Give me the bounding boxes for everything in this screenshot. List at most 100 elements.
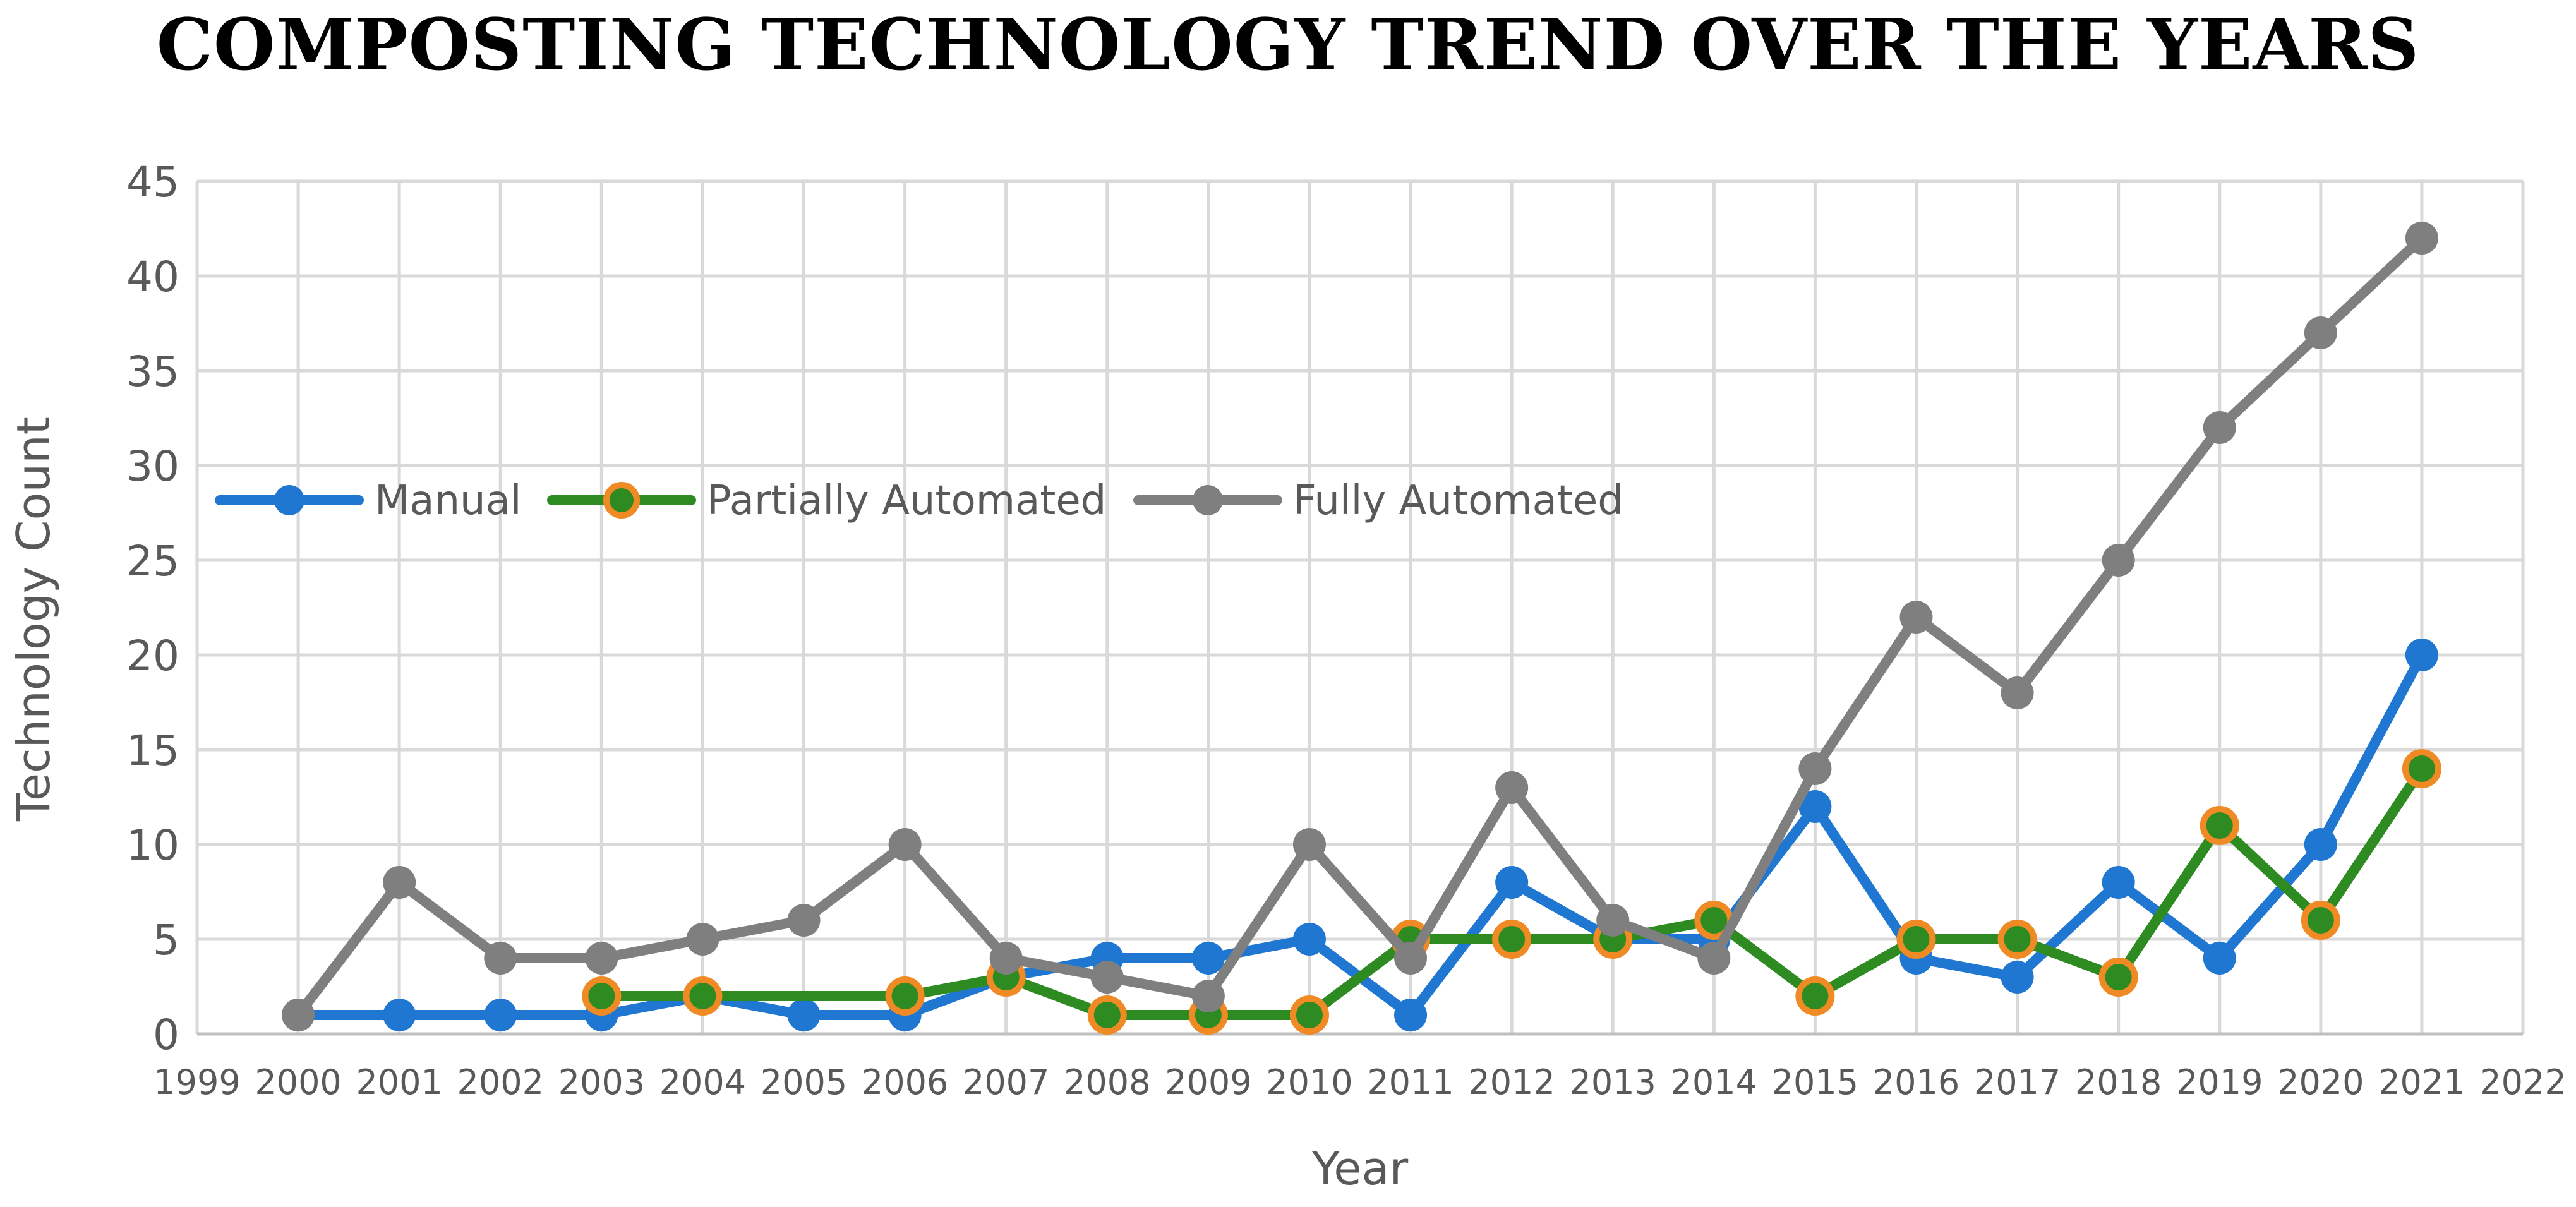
y-tick-label: 5: [153, 916, 179, 964]
x-axis-label: Year: [1311, 1142, 1409, 1195]
data-point: [1697, 942, 1731, 975]
x-tick-label: 2004: [659, 1062, 746, 1102]
y-tick-label: 15: [126, 726, 179, 775]
legend-item-manual: Manual: [215, 477, 522, 524]
data-point: [1090, 961, 1124, 994]
data-point: [1492, 920, 1532, 959]
legend-item-partially-automated: Partially Automated: [547, 477, 1106, 524]
x-tick-label: 2013: [1569, 1062, 1656, 1102]
y-tick-labels: 0 5 10 15 20 25 30 35 40 45: [126, 158, 179, 1059]
x-tick-label: 1999: [153, 1062, 240, 1102]
data-point: [787, 904, 821, 937]
x-tick-label: 2011: [1367, 1062, 1454, 1102]
x-tick-label: 2002: [457, 1062, 544, 1102]
x-tick-label: 2001: [356, 1062, 442, 1102]
data-point: [989, 942, 1023, 975]
x-tick-label: 2020: [2277, 1062, 2364, 1102]
x-tick-label: 2022: [2479, 1062, 2566, 1102]
x-tick-label: 2009: [1165, 1062, 1251, 1102]
data-point: [582, 976, 622, 1016]
y-tick-label: 10: [126, 821, 179, 870]
x-tick-labels: 1999 2000 2001 2002 2003 2004 2005 2006 2007 2008…: [153, 1062, 2566, 1102]
data-point: [1292, 923, 1326, 956]
data-point: [686, 923, 719, 956]
series-line: [293, 233, 2427, 1020]
series-layer: [282, 222, 2441, 1035]
data-point: [1289, 995, 1329, 1035]
x-tick-label: 2012: [1468, 1062, 1555, 1102]
x-tick-label: 2006: [862, 1062, 948, 1102]
data-point: [2098, 958, 2138, 997]
x-tick-label: 2015: [1772, 1062, 1858, 1102]
data-point: [683, 976, 723, 1016]
data-point: [888, 828, 922, 861]
y-tick-label: 45: [126, 158, 179, 207]
data-point: [1997, 920, 2037, 959]
legend-marker: [274, 485, 304, 515]
grid-layer: [195, 179, 2525, 1034]
data-point: [2200, 806, 2239, 845]
data-point: [1899, 601, 1933, 634]
data-point: [585, 942, 618, 975]
x-tick-label: 2017: [1974, 1062, 2061, 1102]
data-point: [787, 999, 821, 1031]
legend-label: Fully Automated: [1293, 477, 1623, 524]
data-point: [2405, 222, 2438, 255]
legend-marker: [603, 482, 640, 519]
series-fully-automated: [282, 222, 2438, 1031]
data-point: [1495, 771, 1529, 804]
data-point: [383, 866, 416, 899]
chart-title: COMPOSTING TECHNOLOGY TREND OVER THE YEA…: [157, 4, 2420, 87]
x-tick-label: 2000: [255, 1062, 341, 1102]
data-point: [1495, 866, 1529, 899]
y-tick-label: 30: [126, 442, 179, 491]
data-point: [1798, 790, 1832, 823]
data-point: [2301, 901, 2340, 940]
data-point: [1795, 976, 1835, 1016]
y-tick-label: 40: [126, 253, 179, 301]
x-tick-label: 2018: [2075, 1062, 2162, 1102]
data-point: [2001, 676, 2034, 709]
x-tick-label: 2014: [1671, 1062, 1757, 1102]
data-point: [1191, 980, 1225, 1012]
data-point: [383, 999, 416, 1031]
data-point: [2203, 411, 2236, 444]
x-tick-label: 2003: [558, 1062, 645, 1102]
data-point: [2102, 544, 2135, 577]
y-axis-label: Technology Count: [7, 417, 60, 822]
y-tick-label: 0: [153, 1011, 179, 1059]
data-point: [1394, 942, 1428, 975]
data-point: [2203, 942, 2236, 975]
x-tick-label: 2007: [963, 1062, 1049, 1102]
data-point: [484, 999, 517, 1031]
x-tick-label: 2010: [1266, 1062, 1352, 1102]
legend-label: Manual: [375, 477, 522, 524]
data-point: [1191, 942, 1225, 975]
y-tick-label: 35: [126, 347, 179, 396]
x-tick-label: 2021: [2378, 1062, 2465, 1102]
x-tick-label: 2019: [2176, 1062, 2263, 1102]
y-tick-label: 25: [126, 537, 179, 585]
data-point: [1896, 920, 1936, 959]
data-point: [1798, 752, 1832, 785]
data-point: [2304, 828, 2337, 861]
data-point: [1596, 904, 1630, 937]
data-point: [282, 999, 315, 1031]
data-point: [1292, 828, 1326, 861]
legend-label: Partially Automated: [707, 477, 1106, 524]
legend: Manual Partially Automated Fully Automated: [215, 477, 1623, 524]
data-point: [1087, 995, 1127, 1035]
legend-item-fully-automated: Fully Automated: [1133, 477, 1623, 524]
x-tick-label: 2008: [1064, 1062, 1150, 1102]
data-point: [2405, 639, 2438, 671]
data-point: [885, 976, 925, 1016]
x-tick-label: 2005: [761, 1062, 847, 1102]
data-point: [1394, 999, 1428, 1031]
legend-marker: [1193, 485, 1223, 515]
data-point: [2304, 316, 2337, 349]
x-tick-label: 2016: [1873, 1062, 1959, 1102]
y-tick-label: 20: [126, 632, 179, 680]
data-point: [2402, 749, 2441, 788]
